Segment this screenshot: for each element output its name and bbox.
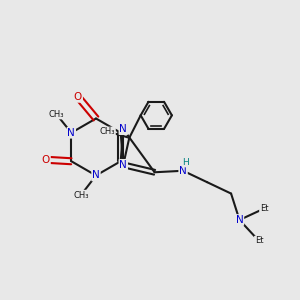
Text: O: O (42, 155, 50, 165)
Text: N: N (119, 124, 127, 134)
Text: O: O (74, 92, 82, 102)
Text: N: N (179, 166, 187, 176)
Text: N: N (236, 215, 243, 225)
Text: Et: Et (255, 236, 263, 245)
Text: N: N (119, 160, 127, 170)
Text: N: N (92, 170, 100, 181)
Text: Et: Et (260, 204, 268, 213)
Text: H: H (182, 158, 189, 167)
Text: CH₃: CH₃ (73, 190, 89, 200)
Text: CH₃: CH₃ (49, 110, 64, 118)
Text: CH₃: CH₃ (100, 127, 115, 136)
Text: N: N (68, 128, 75, 138)
